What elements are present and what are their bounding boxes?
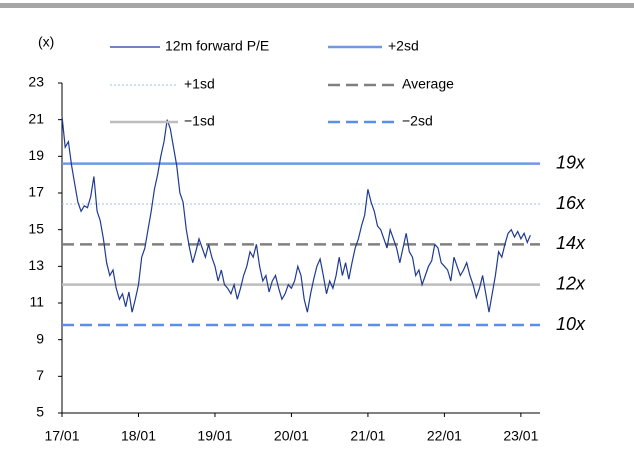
reference-label: 16x (556, 193, 586, 213)
y-tick-label: 21 (28, 110, 44, 126)
y-tick-label: 15 (28, 220, 44, 236)
legend-label: −1sd (184, 113, 215, 129)
y-tick-label: 13 (28, 257, 44, 273)
y-tick-label: 9 (36, 330, 44, 346)
x-tick-label: 22/01 (427, 428, 462, 444)
x-tick-label: 23/01 (503, 428, 538, 444)
series-line (61, 115, 531, 313)
y-tick-label: 11 (29, 294, 44, 310)
x-tick-label: 20/01 (274, 428, 309, 444)
x-tick-label: 21/01 (350, 428, 385, 444)
y-tick-label: 23 (28, 74, 44, 90)
reference-label: 10x (556, 314, 586, 334)
reference-label: 19x (556, 152, 586, 172)
reference-label: 14x (556, 233, 586, 253)
x-tick-label: 19/01 (197, 428, 232, 444)
legend-label: −2sd (402, 113, 433, 129)
legend-label: +2sd (388, 38, 419, 54)
y-tick-label: 5 (36, 404, 44, 420)
y-tick-label: 7 (36, 367, 44, 383)
y-tick-label: 17 (28, 184, 44, 200)
legend-label: 12m forward P/E (165, 38, 269, 54)
legend-label: Average (402, 76, 454, 92)
y-tick-label: 19 (28, 147, 44, 163)
x-tick-label: 18/01 (121, 428, 156, 444)
top-bar (0, 3, 634, 8)
reference-label: 12x (556, 273, 586, 293)
y-axis-label: (x) (38, 34, 54, 50)
x-tick-label: 17/01 (44, 428, 79, 444)
legend-label: +1sd (184, 76, 215, 92)
